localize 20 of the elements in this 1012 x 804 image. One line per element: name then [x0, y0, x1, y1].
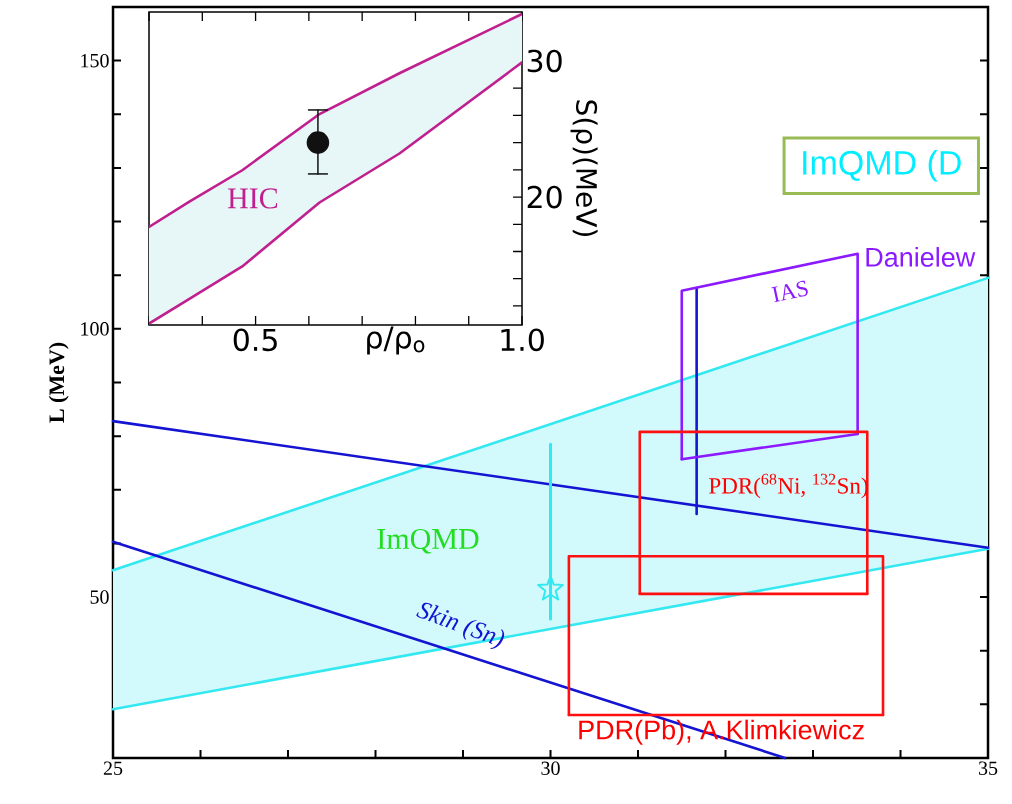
x-axis-title: ρ/ρ$_{o}$ [367, 326, 425, 355]
x-tick-label: 35 [978, 761, 998, 775]
y-tick-label: 150 [81, 53, 109, 68]
x-tick-label: 30 [541, 761, 560, 776]
y2-tick-label: 30 [527, 49, 562, 73]
y-tick-label: 100 [81, 322, 109, 336]
y2-axis-title: S(ρ)(MeV) [570, 100, 598, 236]
x-tick-label: 25 [103, 761, 123, 775]
y2-tick-label: 20 [527, 185, 562, 209]
annotation: Danielew [866, 247, 976, 267]
x-tick-label: 1.0 [501, 328, 544, 352]
x-tick-label: 0.5 [233, 328, 277, 352]
y-tick-label: 50 [90, 590, 109, 604]
annotation: IAS [771, 280, 808, 303]
annotation: ImQMD (D [803, 149, 961, 182]
annotation: HIC [227, 188, 278, 209]
annotation: PDR(Pb), A.Klimkiewicz [579, 719, 864, 745]
annotation: ImQMD [377, 528, 479, 554]
annotation: Skin (Sn) [416, 602, 505, 649]
y-axis-title: L (MeV) [48, 342, 69, 423]
